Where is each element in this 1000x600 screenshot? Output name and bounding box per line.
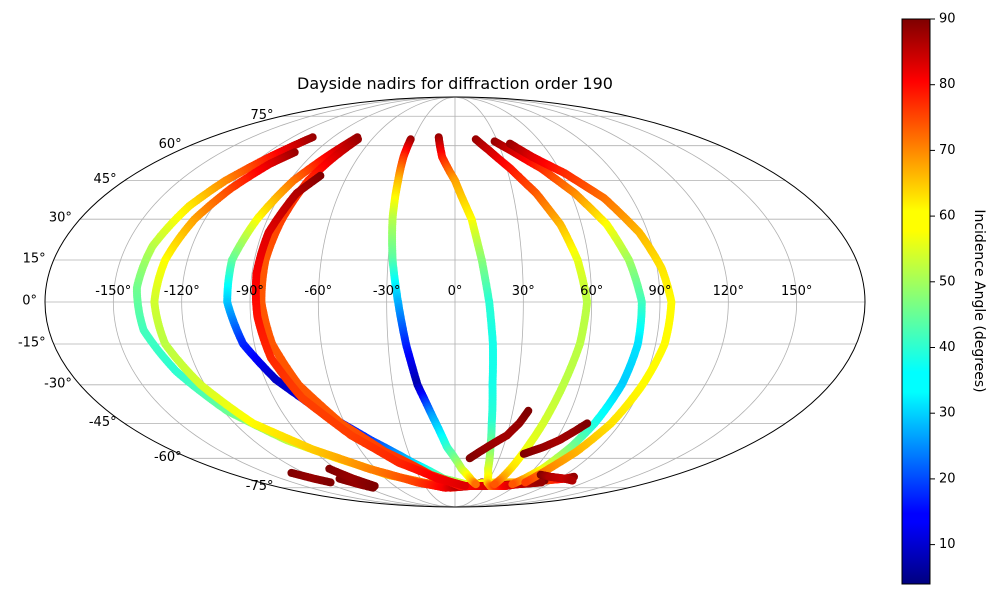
colorbar-tick-label: 60 [939, 209, 956, 224]
colorbar-tick-label: 40 [939, 340, 956, 355]
longitude-tick-label: -60° [304, 284, 332, 299]
colorbar: 10 20 30 40 50 60 70 80 90 Incidence Angle (degr… [901, 12, 987, 585]
map-boundary [44, 96, 866, 508]
colorbar-tick-label: 30 [939, 406, 956, 421]
latitude-tick-label: 75° [250, 108, 273, 123]
graticule [45, 96, 865, 508]
data-point [568, 476, 577, 485]
latitude-tick-label: 30° [49, 211, 72, 226]
colorbar-tick-label: 80 [939, 77, 956, 92]
data-point [524, 406, 533, 415]
data-point [326, 478, 335, 487]
data-point [370, 482, 379, 490]
longitude-tick-label: -120° [164, 284, 200, 299]
colorbar-tick-label: 90 [939, 12, 956, 27]
data-point [521, 478, 530, 487]
longitude-tick-label: 150° [781, 284, 812, 299]
latitude-tick-label: 15° [23, 252, 46, 267]
latitude-tick-label: 0° [22, 294, 37, 309]
colorbar-tick-label: 50 [939, 274, 956, 289]
colorbar-tick-label: 70 [939, 143, 956, 158]
colorbar-gradient [901, 18, 931, 585]
longitude-tick-label: 120° [713, 284, 744, 299]
data-point [537, 478, 546, 487]
data-point [490, 480, 499, 489]
longitude-tick-label: 0° [448, 284, 463, 299]
data-point [471, 480, 480, 489]
longitude-tick-label: -150° [95, 284, 131, 299]
colorbar-ticks: 10 20 30 40 50 60 70 80 90 [930, 12, 956, 552]
longitude-tick-label: 60° [580, 284, 603, 299]
latitude-tick-label: -60° [154, 450, 182, 465]
data-point [508, 480, 517, 489]
data-points [132, 133, 676, 492]
longitude-tick-label: 30° [512, 284, 535, 299]
colorbar-label: Incidence Angle (degrees) [971, 209, 987, 392]
data-point [461, 482, 469, 490]
longitude-tick-labels: -150° -120° -90° -60° -30° 0° 30° 60° 90° 120° 150… [95, 284, 812, 299]
latitude-tick-label: 45° [94, 172, 117, 187]
latitude-tick-label: -45° [89, 415, 117, 430]
longitude-tick-label: 90° [648, 284, 671, 299]
colorbar-tick-label: 20 [939, 471, 956, 486]
latitude-tick-label: -75° [246, 479, 274, 494]
data-point [583, 419, 592, 428]
chart-title: Dayside nadirs for diffraction order 190 [297, 74, 613, 93]
latitude-tick-label: 60° [159, 137, 182, 152]
latitude-tick-label: -15° [18, 336, 46, 351]
longitude-tick-label: -30° [373, 284, 401, 299]
colorbar-tick-label: 10 [939, 537, 956, 552]
latitude-tick-label: -30° [44, 376, 72, 391]
longitude-tick-label: -90° [236, 284, 264, 299]
